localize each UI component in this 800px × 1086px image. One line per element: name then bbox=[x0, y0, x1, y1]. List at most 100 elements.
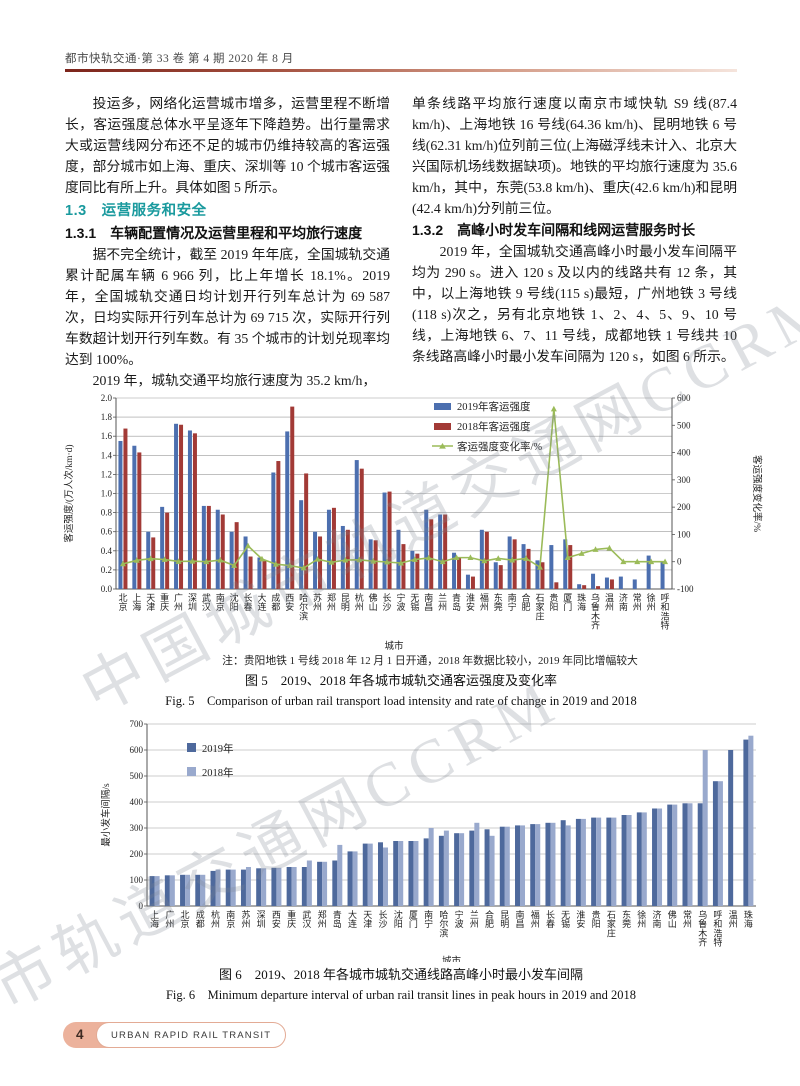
bar bbox=[582, 585, 587, 589]
x-tick-label: 杭州 bbox=[211, 909, 220, 929]
x-tick-label: 贵阳 bbox=[592, 909, 601, 929]
x-tick-label: 杭州 bbox=[355, 592, 364, 612]
bar bbox=[560, 820, 566, 906]
bar bbox=[748, 735, 754, 906]
bar bbox=[317, 861, 323, 906]
x-axis-title: 城市 bbox=[442, 955, 462, 962]
bar bbox=[577, 584, 582, 589]
x-tick-label: 无锡 bbox=[410, 593, 419, 612]
x-tick-label: 青岛 bbox=[452, 592, 461, 612]
bar bbox=[398, 841, 404, 906]
bar bbox=[702, 750, 708, 906]
x-tick-label: 珠海 bbox=[744, 909, 753, 929]
bar-series bbox=[154, 735, 754, 906]
bar bbox=[493, 562, 498, 589]
y-axis-title-left: 最小发车间隔/s bbox=[100, 783, 112, 847]
svg-text:100: 100 bbox=[677, 529, 691, 539]
x-tick-label: 广州 bbox=[165, 909, 174, 929]
x-tick-label: 武汉 bbox=[202, 592, 211, 612]
x-tick-label: 福州 bbox=[480, 592, 489, 612]
bar bbox=[499, 826, 505, 906]
bar bbox=[215, 869, 221, 906]
bar bbox=[443, 830, 449, 906]
bar bbox=[609, 579, 614, 589]
bar bbox=[484, 829, 490, 906]
bar bbox=[245, 867, 251, 906]
bar bbox=[438, 835, 444, 906]
bar-series bbox=[149, 739, 749, 906]
bar bbox=[530, 824, 536, 906]
x-tick-label: 无锡 bbox=[561, 910, 570, 929]
bars bbox=[149, 735, 754, 906]
x-tick-label: 沈阳 bbox=[230, 592, 239, 612]
svg-text:400: 400 bbox=[677, 448, 691, 458]
page-number: 4 bbox=[76, 1027, 84, 1042]
bar bbox=[454, 833, 460, 906]
paragraph: 投运多，网络化运营城市增多，运营里程不断增长，客运强度总体水平呈逐年下降趋势。出… bbox=[65, 96, 390, 195]
svg-text:500: 500 bbox=[130, 771, 144, 781]
x-tick-label: 南宁 bbox=[424, 909, 433, 929]
x-tick-label: 徐州 bbox=[647, 592, 656, 612]
bar bbox=[743, 739, 749, 906]
figure5-caption-zh: 图 5 2019、2018 年各城市城轨交通客运强度及变化率 bbox=[244, 673, 557, 688]
bar bbox=[271, 472, 276, 589]
svg-text:600: 600 bbox=[677, 393, 691, 403]
bar bbox=[256, 868, 262, 906]
x-tick-label: 济南 bbox=[619, 592, 628, 612]
body-columns: 投运多，网络化运营城市增多，运营里程不断增长，客运强度总体水平呈逐年下降趋势。出… bbox=[65, 94, 737, 392]
bar bbox=[225, 869, 231, 906]
svg-text:1.6: 1.6 bbox=[101, 431, 113, 441]
x-tick-label: 青岛 bbox=[333, 909, 342, 929]
bar bbox=[220, 514, 225, 589]
bar bbox=[137, 452, 142, 589]
bar bbox=[352, 851, 358, 906]
bar bbox=[149, 876, 155, 906]
figure6-caption-en: Fig. 6 Minimum departure interval of urb… bbox=[165, 988, 637, 1002]
bar bbox=[515, 825, 521, 906]
x-tick-label: 成都 bbox=[196, 909, 205, 929]
x-tick-label: 温州 bbox=[605, 593, 614, 612]
bar bbox=[276, 461, 281, 589]
left-column: 投运多，网络化运营城市增多，运营里程不断增长，客运强度总体水平呈逐年下降趋势。出… bbox=[65, 94, 390, 392]
x-tick-label: 大连 bbox=[257, 592, 266, 612]
x-tick-label: 宁波 bbox=[455, 909, 464, 929]
bar bbox=[535, 560, 540, 589]
bar bbox=[526, 548, 531, 589]
section-heading-1-3: 1.3 运营服务和安全 bbox=[65, 202, 207, 219]
bar bbox=[304, 473, 309, 589]
bar bbox=[626, 815, 632, 906]
bar bbox=[408, 841, 414, 906]
bar bbox=[545, 822, 551, 906]
axis-labels: 0 100 200 300 400 500 600 700 上海广州北京成都杭州南京苏州深圳西安… bbox=[100, 719, 753, 967]
x-tick-label: 郑州 bbox=[318, 909, 327, 929]
bar bbox=[367, 843, 373, 906]
x-tick-label: 重庆 bbox=[160, 592, 169, 612]
figure5-chart: 0.0 0.2 0.4 0.6 0.8 1.0 1.2 1.4 1.6 1.8 2.0 -100 0 10… bbox=[58, 392, 764, 658]
bar bbox=[215, 509, 220, 589]
x-tick-label: 济南 bbox=[653, 909, 662, 929]
x-tick-label: 深圳 bbox=[188, 593, 197, 612]
bar bbox=[291, 867, 297, 906]
bar bbox=[507, 536, 512, 589]
bar bbox=[340, 525, 345, 589]
svg-text:0.0: 0.0 bbox=[101, 584, 113, 594]
bar bbox=[575, 818, 581, 906]
bar bbox=[347, 851, 353, 906]
bar bbox=[123, 428, 128, 589]
bar-series bbox=[118, 423, 665, 589]
x-tick-label: 上海 bbox=[132, 593, 141, 612]
bar bbox=[377, 842, 383, 906]
bar bbox=[118, 440, 123, 589]
right-column: 单条线路平均旅行速度以南京市域快轨 S9 线(87.4 km/h)、上海地铁 1… bbox=[412, 94, 737, 392]
bar bbox=[604, 577, 609, 589]
bar bbox=[229, 531, 234, 589]
x-tick-label: 南京 bbox=[226, 909, 235, 929]
legend-label: 2018年客运强度 bbox=[457, 420, 531, 433]
x-axis-title: 城市 bbox=[384, 640, 404, 652]
bar bbox=[359, 468, 364, 589]
x-tick-label: 郑州 bbox=[327, 592, 336, 612]
x-tick-label: 长春 bbox=[546, 909, 555, 929]
bar bbox=[606, 817, 612, 906]
bar bbox=[512, 539, 517, 589]
